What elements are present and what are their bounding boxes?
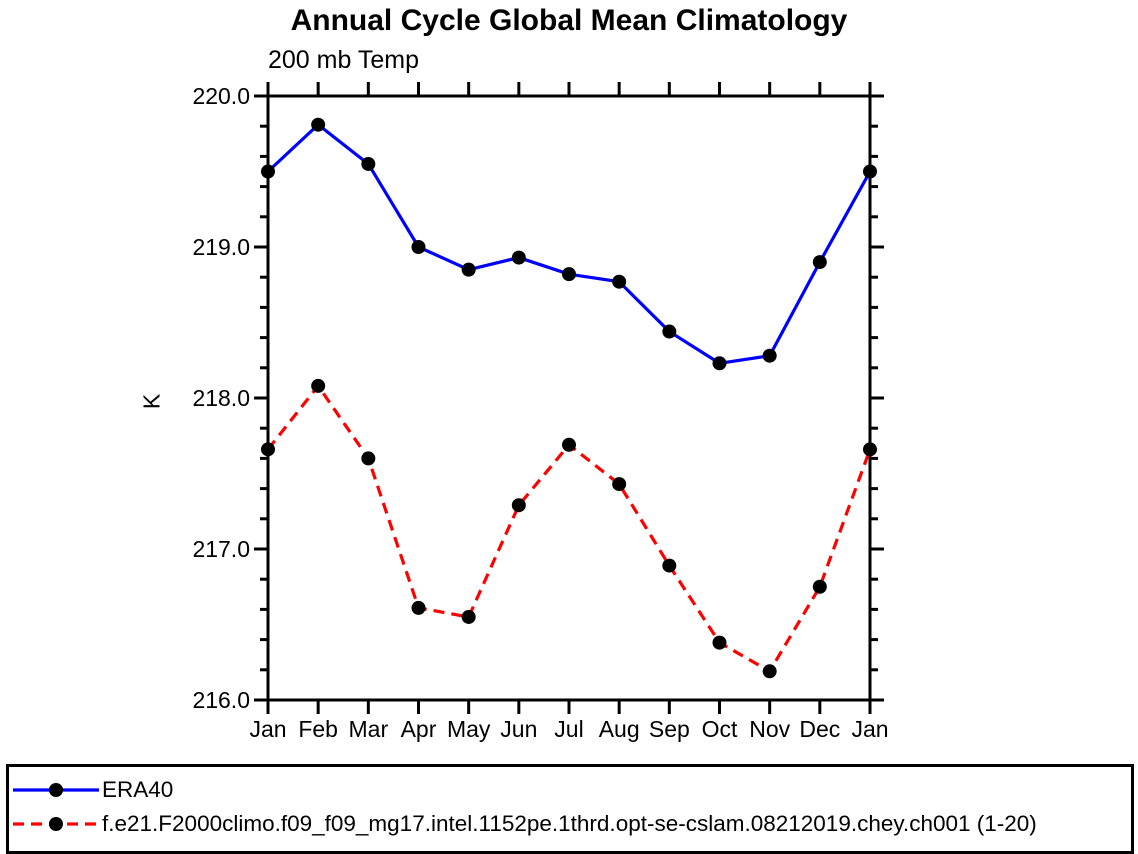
x-tick-label: Jan bbox=[851, 716, 888, 742]
model-line-swatch bbox=[13, 817, 99, 831]
data-point-marker bbox=[461, 262, 476, 277]
data-point-marker bbox=[812, 579, 827, 594]
data-point-marker bbox=[712, 635, 727, 650]
legend-entry-model: f.e21.F2000climo.f09_f09_mg17.intel.1152… bbox=[9, 807, 1131, 841]
series-line-0 bbox=[266, 123, 872, 365]
legend-swatch-marker bbox=[49, 817, 63, 831]
y-tick-label: 217.0 bbox=[192, 536, 250, 562]
x-tick-label: Jan bbox=[249, 716, 286, 742]
data-point-marker bbox=[612, 477, 627, 492]
data-point-marker bbox=[662, 558, 677, 573]
legend-swatch-marker bbox=[49, 783, 63, 797]
series-line-1 bbox=[266, 384, 872, 673]
data-point-marker bbox=[762, 664, 777, 679]
data-point-marker bbox=[562, 267, 576, 282]
x-tick-label: May bbox=[447, 716, 491, 742]
data-point-marker bbox=[612, 274, 627, 289]
x-tick-label: Jul bbox=[554, 716, 583, 742]
x-tick-label: Apr bbox=[401, 716, 437, 742]
x-tick-label: Oct bbox=[702, 716, 738, 742]
chart-title: Annual Cycle Global Mean Climatology bbox=[290, 4, 848, 37]
data-point-marker bbox=[461, 609, 476, 624]
data-point-marker bbox=[712, 356, 727, 371]
plot-frame bbox=[266, 94, 872, 702]
data-point-marker bbox=[261, 442, 275, 457]
x-tick-label: Aug bbox=[599, 716, 640, 742]
y-tick-label: 220.0 bbox=[192, 83, 250, 109]
x-tick-label: Mar bbox=[349, 716, 389, 742]
x-tick-label: Dec bbox=[799, 716, 840, 742]
data-point-marker bbox=[812, 255, 827, 270]
data-point-marker bbox=[361, 156, 376, 171]
data-point-marker bbox=[511, 250, 526, 265]
data-point-marker bbox=[411, 240, 426, 254]
plot-area: Jan Feb Mar Apr May Jun Jul Aug Sep Oct Nov Dec Jan 2… bbox=[192, 82, 889, 742]
data-point-marker bbox=[261, 164, 275, 179]
x-tick-label: Jun bbox=[500, 716, 537, 742]
data-point-marker bbox=[511, 498, 526, 513]
data-point-marker bbox=[762, 348, 777, 363]
data-point-marker bbox=[562, 437, 576, 452]
data-point-marker bbox=[863, 164, 877, 179]
legend-entry-era40: ERA40 bbox=[9, 773, 1131, 807]
chart-subtitle: 200 mb Temp bbox=[268, 46, 420, 74]
y-tick-label: 218.0 bbox=[192, 385, 250, 411]
x-tick-label: Sep bbox=[649, 716, 690, 742]
data-point-marker bbox=[361, 451, 376, 466]
x-tick-label: Nov bbox=[749, 716, 790, 742]
data-point-marker bbox=[662, 324, 677, 339]
y-tick-label: 216.0 bbox=[192, 687, 250, 713]
legend-label-model: f.e21.F2000climo.f09_f09_mg17.intel.1152… bbox=[102, 810, 1037, 836]
x-tick-label: Feb bbox=[298, 716, 338, 742]
data-point-marker bbox=[863, 442, 877, 457]
y-tick-label: 219.0 bbox=[192, 234, 250, 260]
data-point-marker bbox=[311, 117, 326, 132]
legend-box: ERA40 f.e21.F2000climo.f09_f09_mg17.inte… bbox=[6, 764, 1134, 854]
legend-label-era40: ERA40 bbox=[102, 776, 174, 802]
era40-line-swatch bbox=[13, 783, 99, 797]
data-point-marker bbox=[411, 600, 426, 615]
data-point-marker bbox=[311, 378, 326, 393]
